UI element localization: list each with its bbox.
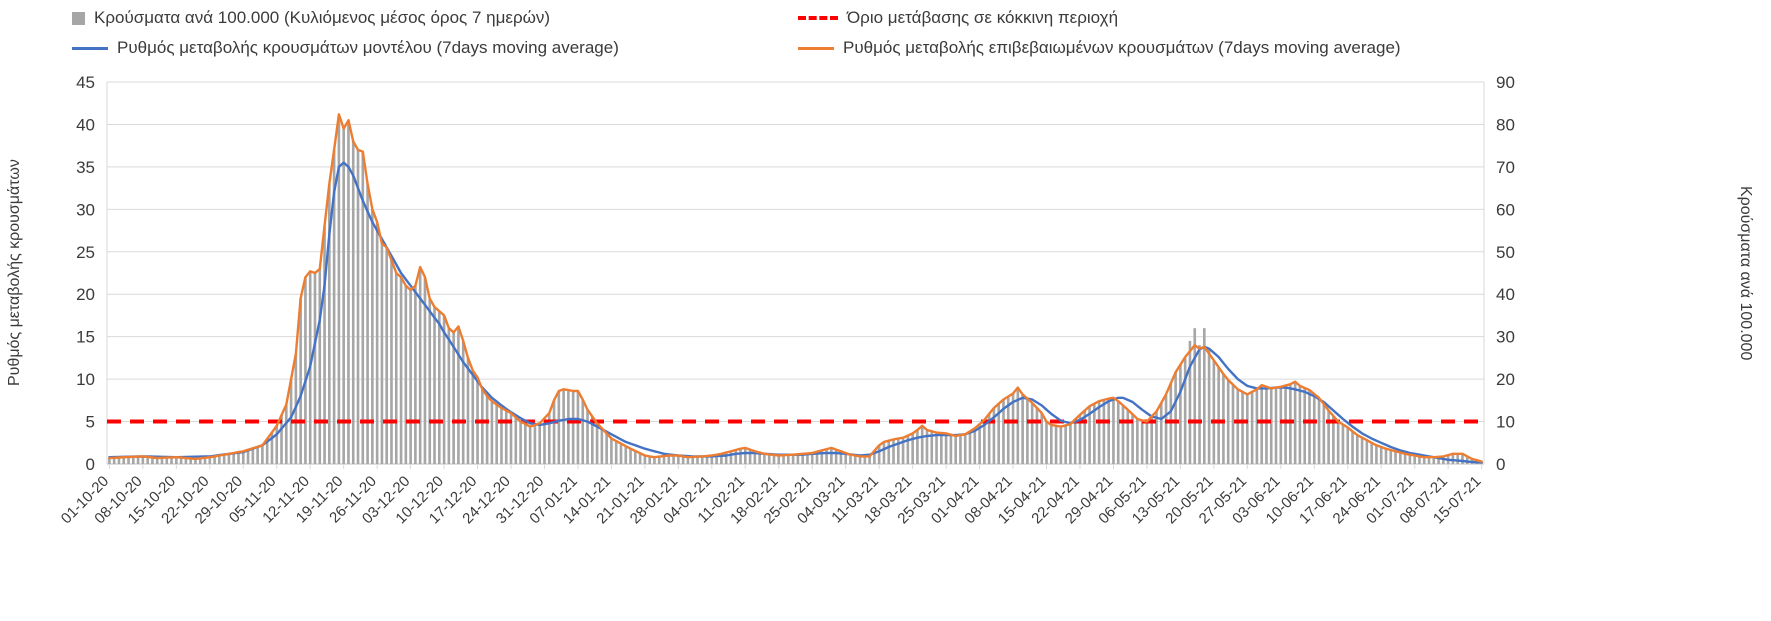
svg-text:5: 5 bbox=[86, 413, 95, 432]
svg-text:10: 10 bbox=[1496, 413, 1515, 432]
model-line-swatch bbox=[72, 46, 108, 50]
legend-bars-label: Κρούσματα ανά 100.000 (Κυλιόμενος μέσος … bbox=[94, 8, 551, 27]
gridlines bbox=[106, 81, 1485, 465]
right-axis-tick-labels: 0 10 20 30 40 50 60 70 80 90 bbox=[1496, 73, 1515, 474]
left-axis-tick-labels: 0 5 10 15 20 25 30 35 40 45 bbox=[76, 73, 95, 474]
svg-text:30: 30 bbox=[76, 200, 95, 219]
confirmed-line-swatch bbox=[798, 46, 834, 50]
legend-model-label: Ρυθμός μεταβολής κρουσμάτων μοντέλου (7d… bbox=[117, 38, 619, 57]
svg-text:0: 0 bbox=[1496, 455, 1505, 474]
legend-item-threshold: Όριο μετάβασης σε κόκκινη περιοχή bbox=[798, 8, 1118, 28]
legend-confirmed-label: Ρυθμός μεταβολής επιβεβαιωμένων κρουσμάτ… bbox=[843, 38, 1401, 57]
legend-threshold-label: Όριο μετάβασης σε κόκκινη περιοχή bbox=[847, 8, 1119, 27]
svg-text:30: 30 bbox=[1496, 328, 1515, 347]
svg-text:0: 0 bbox=[86, 455, 95, 474]
svg-text:10: 10 bbox=[76, 370, 95, 389]
svg-text:70: 70 bbox=[1496, 158, 1515, 177]
legend-item-bars: Κρούσματα ανά 100.000 (Κυλιόμενος μέσος … bbox=[72, 8, 550, 28]
right-axis-title: Κρούσματα ανά 100.000 bbox=[1737, 185, 1754, 361]
svg-text:40: 40 bbox=[1496, 285, 1515, 304]
svg-text:50: 50 bbox=[1496, 243, 1515, 262]
threshold-swatch bbox=[798, 16, 838, 20]
bars-series bbox=[108, 115, 1483, 465]
bar-series-swatch bbox=[72, 11, 85, 25]
confirmed-line bbox=[108, 113, 1483, 463]
svg-text:35: 35 bbox=[76, 158, 95, 177]
svg-text:90: 90 bbox=[1496, 73, 1515, 92]
legend-item-confirmed: Ρυθμός μεταβολής επιβεβαιωμένων κρουσμάτ… bbox=[798, 38, 1401, 58]
svg-text:60: 60 bbox=[1496, 200, 1515, 219]
svg-text:25: 25 bbox=[76, 243, 95, 262]
svg-text:15: 15 bbox=[76, 328, 95, 347]
svg-text:20: 20 bbox=[76, 285, 95, 304]
svg-text:40: 40 bbox=[76, 115, 95, 134]
x-axis-tick-labels: 01-10-2008-10-2015-10-2022-10-2029-10-20… bbox=[58, 464, 1484, 527]
legend-item-model: Ρυθμός μεταβολής κρουσμάτων μοντέλου (7d… bbox=[72, 38, 619, 58]
svg-text:20: 20 bbox=[1496, 370, 1515, 389]
svg-text:80: 80 bbox=[1496, 115, 1515, 134]
svg-text:45: 45 bbox=[76, 73, 95, 92]
